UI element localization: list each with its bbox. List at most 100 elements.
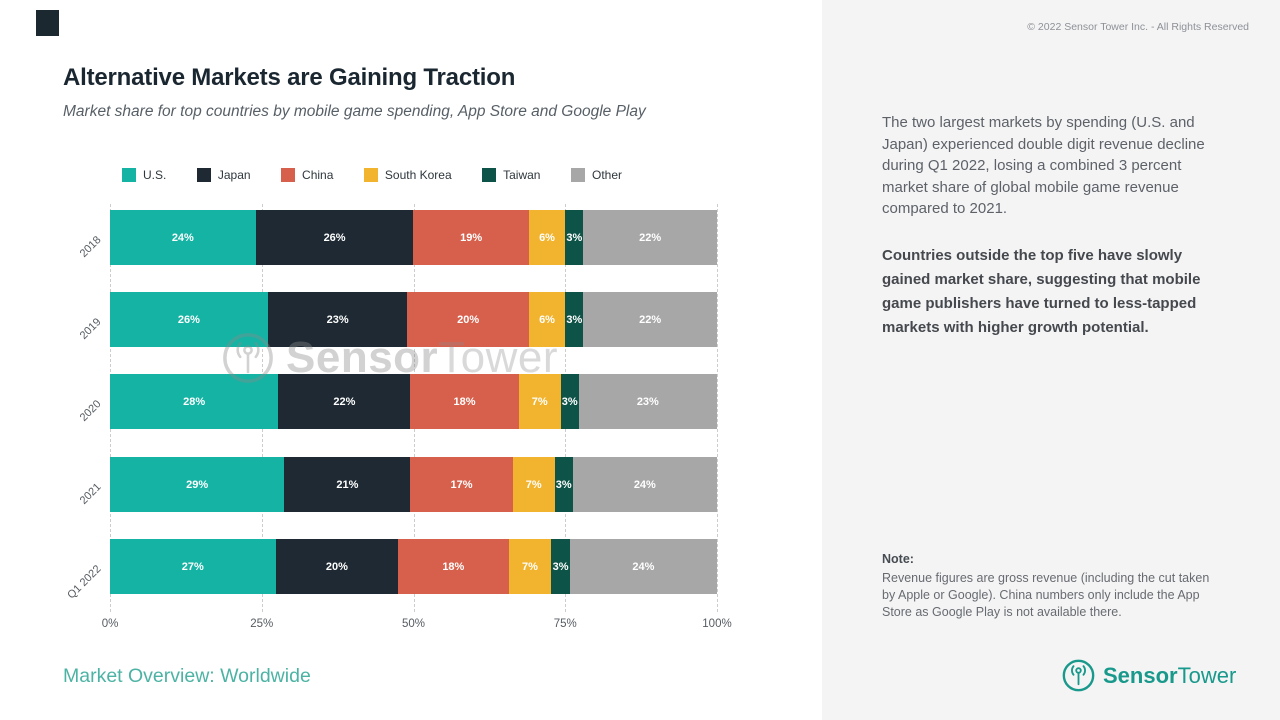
bar-segment-label: 22% xyxy=(333,395,356,408)
bar-segment-u-s-: 27% xyxy=(110,539,276,594)
bar-segment-label: 23% xyxy=(636,395,659,408)
x-tick-label: 0% xyxy=(101,618,119,630)
legend-swatch-icon xyxy=(122,168,136,182)
legend-swatch-icon xyxy=(570,168,585,182)
legend-label: China xyxy=(302,168,334,182)
legend-item-other: Other xyxy=(570,168,622,182)
bar-segment-label: 27% xyxy=(181,560,204,573)
legend-item-japan: Japan xyxy=(196,168,251,182)
bar-segment-china: 20% xyxy=(407,292,529,347)
bar-row-q1-2022: 27% 20% 18% 7% 3% 24% xyxy=(110,539,717,594)
corner-accent-square xyxy=(36,10,59,36)
bar-segment-taiwan: 3% xyxy=(551,539,570,594)
bar-segment-japan: 20% xyxy=(275,539,399,594)
bar-segment-taiwan: 3% xyxy=(554,457,573,512)
bar-segment-label: 20% xyxy=(325,560,348,573)
bar-segment-label: 23% xyxy=(326,313,349,326)
gridline xyxy=(717,204,718,612)
bar-segment-label: 3% xyxy=(561,395,578,408)
legend-item-u-s-: U.S. xyxy=(122,168,166,182)
bar-segment-label: 28% xyxy=(183,395,206,408)
bar-segment-label: 20% xyxy=(457,313,480,326)
sidebar-paragraph: The two largest markets by spending (U.S… xyxy=(882,114,1205,217)
bar-segment-label: 3% xyxy=(566,231,583,244)
bar-segment-label: 6% xyxy=(539,231,555,244)
legend-label: Other xyxy=(591,168,622,182)
bar-segment-label: 17% xyxy=(450,478,473,491)
chart-legend: U.S. Japan China South Korea Taiwan Other xyxy=(122,168,622,182)
bar-segment-u-s-: 29% xyxy=(110,457,285,512)
x-tick-label: 25% xyxy=(250,618,274,630)
bar-segment-label: 18% xyxy=(453,395,476,408)
bar-segment-taiwan: 3% xyxy=(565,210,584,265)
bar-segment-japan: 21% xyxy=(284,457,411,512)
bar-segment-label: 24% xyxy=(633,478,656,491)
bar-segment-label: 29% xyxy=(186,478,209,491)
bar-segment-label: 19% xyxy=(460,231,483,244)
legend-swatch-icon xyxy=(281,168,296,182)
bar-segment-label: 21% xyxy=(336,478,359,491)
bar-row-2018: 24% 26% 19% 6% 3% 22% xyxy=(110,210,717,265)
legend-swatch-icon xyxy=(196,168,211,182)
bar-segment-other: 24% xyxy=(569,539,717,594)
note-body: Revenue figures are gross revenue (inclu… xyxy=(882,571,1210,619)
legend-item-taiwan: Taiwan xyxy=(482,168,540,182)
bar-segment-label: 24% xyxy=(171,231,194,244)
bar-segment-label: 6% xyxy=(539,313,555,326)
sensor-tower-logo: SensorTower xyxy=(1062,659,1236,692)
bar-segment-japan: 23% xyxy=(267,292,408,347)
legend-label: South Korea xyxy=(384,168,452,182)
bar-segment-label: 3% xyxy=(552,560,569,573)
y-axis-label: 2018 xyxy=(77,234,104,260)
bar-segment-label: 22% xyxy=(639,231,662,244)
bar-segment-label: 3% xyxy=(555,478,572,491)
bar-segment-u-s-: 26% xyxy=(110,292,268,347)
bar-segment-other: 23% xyxy=(578,374,717,429)
bar-segment-other: 24% xyxy=(572,457,717,512)
legend-item-south-korea: South Korea xyxy=(363,168,452,182)
bar-segment-label: 18% xyxy=(442,560,465,573)
bar-segment-label: 26% xyxy=(177,313,200,326)
bar-segment-china: 19% xyxy=(413,210,529,265)
bar-row-2020: 28% 22% 18% 7% 3% 23% xyxy=(110,374,717,429)
y-axis-label: 2020 xyxy=(77,398,104,424)
main-content: Alternative Markets are Gaining Traction… xyxy=(36,10,732,687)
bar-segment-u-s-: 24% xyxy=(110,210,256,265)
bar-row-2019: 26% 23% 20% 6% 3% 22% xyxy=(110,292,717,347)
legend-swatch-icon xyxy=(482,168,497,182)
x-tick-label: 50% xyxy=(401,618,426,630)
bar-segment-u-s-: 28% xyxy=(110,374,279,429)
bar-segment-south-korea: 7% xyxy=(512,457,555,512)
bar-segment-south-korea: 6% xyxy=(528,292,566,347)
bar-segment-south-korea: 7% xyxy=(518,374,561,429)
bar-segment-taiwan: 3% xyxy=(560,374,579,429)
bar-segment-south-korea: 6% xyxy=(528,210,566,265)
bar-row-2021: 29% 21% 17% 7% 3% 24% xyxy=(110,457,717,512)
bar-segment-label: 7% xyxy=(525,478,542,491)
legend-label: Japan xyxy=(217,168,251,182)
bar-segment-other: 22% xyxy=(583,292,717,347)
note-label: Note: xyxy=(882,552,914,566)
y-axis-label: 2019 xyxy=(77,316,104,342)
note-block: Note: Revenue figures are gross revenue … xyxy=(882,552,1224,621)
y-axis-label: 2021 xyxy=(77,481,104,507)
bar-segment-label: 7% xyxy=(531,395,548,408)
footer-label: Market Overview: Worldwide xyxy=(63,665,311,687)
bar-segment-taiwan: 3% xyxy=(565,292,584,347)
bar-segment-japan: 22% xyxy=(278,374,411,429)
copyright-text: © 2022 Sensor Tower Inc. - All Rights Re… xyxy=(1027,21,1249,33)
logo-text: SensorTower xyxy=(1103,662,1237,688)
bar-segment-china: 18% xyxy=(410,374,519,429)
bar-segment-south-korea: 7% xyxy=(508,539,552,594)
legend-item-china: China xyxy=(281,168,333,182)
bar-segment-china: 18% xyxy=(398,539,509,594)
stacked-bar-chart-plot: SensorTower 0% 25% 50% 75% 100% 24% 26% 19% 6% 3%… xyxy=(65,204,732,630)
legend-swatch-icon xyxy=(363,168,378,182)
bar-segment-japan: 26% xyxy=(255,210,414,265)
bar-segment-china: 17% xyxy=(410,457,513,512)
bar-segment-label: 7% xyxy=(522,560,538,573)
bar-segment-label: 22% xyxy=(639,313,662,326)
sidebar-paragraph-bold: Countries outside the top five have slow… xyxy=(882,246,1201,336)
y-axis-label: Q1 2022 xyxy=(65,563,104,602)
bar-segment-other: 22% xyxy=(583,210,717,265)
